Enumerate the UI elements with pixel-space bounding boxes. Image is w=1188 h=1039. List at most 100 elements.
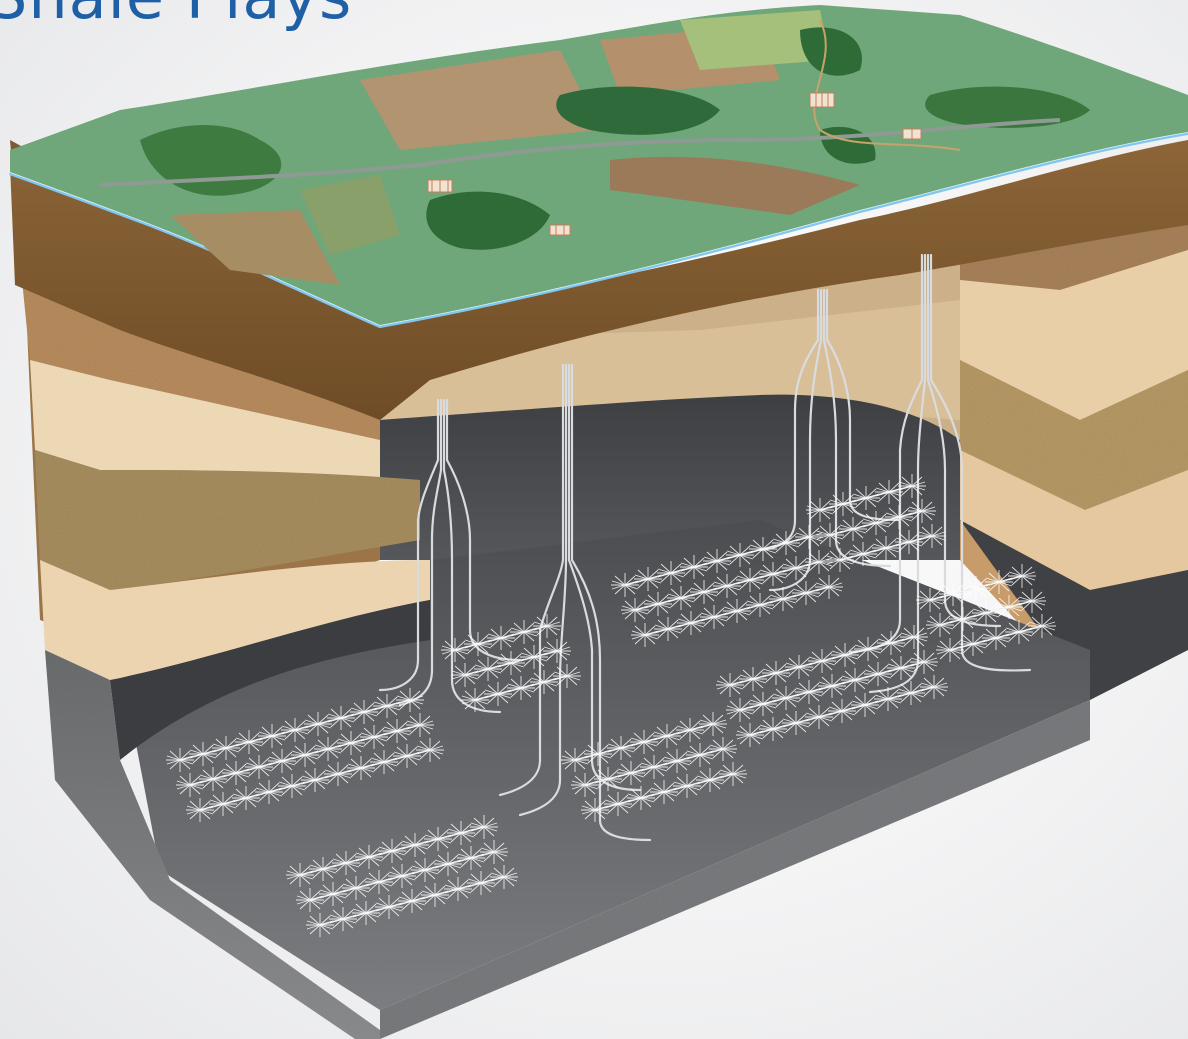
fracture-burst: [486, 625, 516, 651]
fracture-burst: [433, 851, 463, 877]
fracture-burst: [874, 479, 904, 505]
fracture-burst: [405, 712, 435, 738]
fracture-burst: [231, 785, 261, 811]
fracture-burst: [771, 530, 801, 556]
fracture-burst: [676, 610, 706, 636]
fracture-burst: [791, 580, 821, 606]
fracture-burst: [456, 845, 486, 871]
fracture-burst: [377, 838, 407, 864]
fracture-burst: [838, 516, 868, 542]
fracture-burst: [280, 717, 310, 743]
fracture-burst: [295, 887, 325, 913]
fracture-burst: [336, 730, 366, 756]
fracture-burst: [784, 654, 814, 680]
left-front-strata: [10, 140, 1090, 1039]
fracture-burst: [781, 555, 811, 581]
fracture-burst: [633, 566, 663, 592]
fracture-burst: [699, 604, 729, 630]
fracture-burst: [506, 675, 536, 701]
fracture-burst: [804, 704, 834, 730]
fracture-burst: [244, 754, 274, 780]
fracture-burst: [702, 548, 732, 574]
fracture-burst: [794, 679, 824, 705]
fracture-burst: [496, 650, 526, 676]
fracture-burst: [308, 856, 338, 882]
fracture-burst: [735, 567, 765, 593]
fracture-burst: [443, 876, 473, 902]
fracture-burst: [851, 485, 881, 511]
fracture-burst: [984, 569, 1014, 595]
fracture-burst: [460, 687, 490, 713]
fracture-burst: [277, 773, 307, 799]
fracture-burst: [894, 529, 924, 555]
fracture-burst: [848, 541, 878, 567]
fracture-burst: [318, 881, 348, 907]
fracture-burst: [285, 862, 315, 888]
fracture-burst: [532, 613, 562, 639]
fracture-burst: [815, 522, 845, 548]
fracture-burst: [827, 698, 857, 724]
fracture-burst: [305, 912, 335, 938]
fracture-burst: [351, 900, 381, 926]
fracture-burst: [925, 612, 955, 638]
fracture-burst: [593, 766, 623, 792]
fracture-burst: [805, 497, 835, 523]
fracture-burst: [400, 832, 430, 858]
fracture-burst: [771, 685, 801, 711]
fracture-burst: [372, 693, 402, 719]
fracture-burst: [290, 742, 320, 768]
fracture-burst: [745, 592, 775, 618]
fracture-burst: [685, 742, 715, 768]
fracture-burst: [630, 622, 660, 648]
fracture-burst: [440, 637, 470, 663]
fracture-burst: [369, 749, 399, 775]
fracture-burst: [542, 638, 572, 664]
fracture-burst: [208, 791, 238, 817]
fracture-burst: [583, 741, 613, 767]
fracture-burst: [830, 642, 860, 668]
fracture-burst: [450, 662, 480, 688]
fracture-burst: [961, 575, 991, 601]
fracture-burst: [917, 523, 947, 549]
fracture-burst: [876, 630, 906, 656]
fracture-burst: [768, 586, 798, 612]
fracture-burst: [374, 894, 404, 920]
fracture-burst: [698, 711, 728, 737]
fracture-burst: [519, 644, 549, 670]
fracture-burst: [666, 585, 696, 611]
fracture-burst: [626, 785, 656, 811]
fracture-burst: [853, 636, 883, 662]
fracture-burst: [725, 697, 755, 723]
fracture-burst: [907, 498, 937, 524]
well-pad-icon: [427, 179, 453, 193]
fracture-burst: [221, 760, 251, 786]
fracture-burst: [473, 656, 503, 682]
fracture-burst: [748, 691, 778, 717]
fracture-burst: [529, 669, 559, 695]
fracture-burst: [469, 814, 499, 840]
fracture-burst: [603, 791, 633, 817]
fracture-burst: [656, 560, 686, 586]
fracture-burst: [722, 598, 752, 624]
fracture-burst: [509, 619, 539, 645]
fracture-burst: [863, 661, 893, 687]
fracture-burst: [840, 667, 870, 693]
fracture-burst: [198, 766, 228, 792]
fracture-burst: [817, 673, 847, 699]
well-pad-icon: [809, 92, 835, 108]
well-pad-icon: [902, 128, 922, 140]
fracture-burst: [807, 648, 837, 674]
fracture-burst: [712, 573, 742, 599]
fracture-burst: [620, 597, 650, 623]
fracture-burst: [382, 718, 412, 744]
fracture-burst: [935, 637, 965, 663]
fracture-burst: [909, 649, 939, 675]
fracture-burst: [1007, 563, 1037, 589]
fracture-burst: [994, 594, 1024, 620]
fracture-burst: [331, 850, 361, 876]
fracture-clusters: [165, 473, 1057, 938]
fracture-burst: [423, 826, 453, 852]
fracture-burst: [639, 754, 669, 780]
fracture-burst: [971, 600, 1001, 626]
fracture-burst: [897, 473, 927, 499]
